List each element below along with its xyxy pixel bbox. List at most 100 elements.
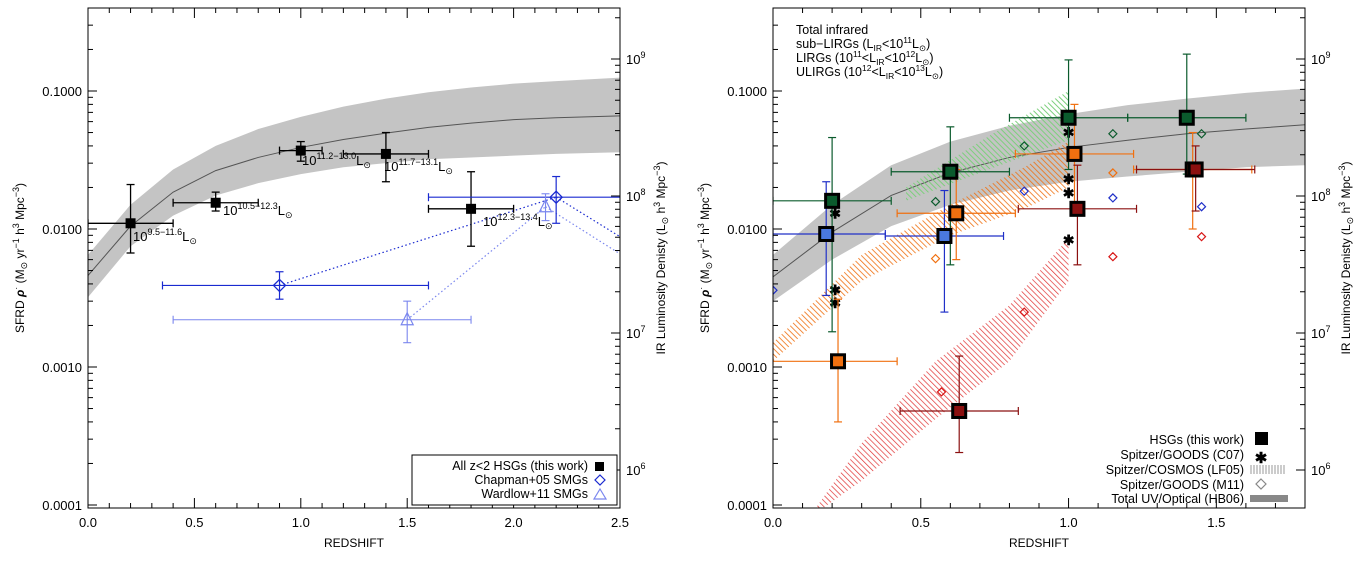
svg-text:IR Luminosity Denisty (L⊙ h3 M: IR Luminosity Denisty (L⊙ h3 Mpc−3)	[652, 162, 670, 355]
hsg-all-marker	[125, 218, 136, 229]
legend-chapman-marker	[594, 474, 606, 486]
left-legend: All z<2 HSGs (this work) Chapman+05 SMGs…	[411, 454, 618, 506]
left-uv-median	[88, 115, 620, 276]
right-panel: ✱✱✱✱✱✱✱ 0.1000 0.0100 0.0010 0.0001 109 108 10…	[696, 7, 1355, 550]
legend-ulirgs: ULIRGs (1012<LIR<1013L⊙)	[796, 63, 943, 81]
hsg-marker-fill	[1190, 164, 1201, 175]
wardlow-marker	[400, 311, 415, 326]
m11-marker	[1108, 128, 1118, 139]
left-y2tick-label: 108	[626, 187, 645, 204]
legend-c07-marker: ✱	[1255, 450, 1268, 467]
right-xtick-label: 0.5	[912, 515, 930, 530]
left-range-annotations: 109.5−11.6L⊙ 1010.5−12.3L⊙ 1011.2−13.0L⊙…	[133, 151, 553, 246]
hsg-marker-fill	[951, 208, 962, 219]
annotation-z02: 109.5−11.6L⊙	[133, 227, 197, 246]
left-xtick-label: 1.0	[292, 515, 310, 530]
m11-marker	[773, 285, 778, 296]
c07-marker: ✱	[1063, 171, 1075, 187]
right-uv-band	[773, 88, 1305, 302]
legend-all-hsgs: All z<2 HSGs (this work)	[452, 459, 588, 473]
legend-hb06-marker	[1250, 495, 1288, 502]
right-legend-top: Total infrared sub−LIRGs (LIR<1011L⊙) LI…	[796, 23, 943, 81]
svg-text:SFRD ρ· (M⊙ yr−1 h3 Mpc−3): SFRD ρ· (M⊙ yr−1 h3 Mpc−3)	[696, 183, 714, 333]
wardlow-connector	[545, 206, 620, 255]
lf05-region-ulirg	[815, 238, 1069, 508]
hsg-marker-fill	[1181, 112, 1192, 123]
right-y2-axis-label: IR Luminosity Denisty (L⊙ h3 Mpc−3)	[1337, 162, 1355, 355]
wardlow-connector	[406, 206, 546, 321]
left-xtick-label: 1.5	[398, 515, 416, 530]
chapman-marker	[272, 278, 287, 293]
svg-text:IR Luminosity Denisty (L⊙ h3 M: IR Luminosity Denisty (L⊙ h3 Mpc−3)	[1337, 162, 1355, 355]
right-ytick-label: 0.0100	[727, 222, 767, 237]
right-y2tick-label: 107	[1311, 324, 1330, 341]
left-ytick-label: 0.0001	[42, 498, 82, 513]
m11-marker	[930, 196, 941, 207]
m11-marker	[930, 253, 941, 264]
legend-hsg-marker	[1255, 432, 1268, 445]
legend-lirgs: LIRGs (1011<LIR<1012L⊙)	[796, 49, 934, 67]
right-ticks: 0.1000 0.0100 0.0010 0.0001 109 108 107 106 0.0 0…	[727, 8, 1330, 530]
chapman-connector	[555, 196, 620, 238]
m11-marker	[1019, 307, 1030, 317]
legend-m11-marker	[1255, 478, 1267, 490]
legend-lf05: Spitzer/COSMOS (LF05)	[1106, 463, 1244, 477]
hsg-all-marker	[295, 145, 306, 156]
legend-chapman: Chapman+05 SMGs	[474, 473, 588, 487]
c07-marker: ✱	[1063, 232, 1075, 248]
hsg-marker-fill	[1072, 203, 1083, 214]
left-xtick-label: 0.0	[79, 515, 97, 530]
wardlow-point-1	[541, 193, 550, 222]
lf05-region-lirg	[773, 141, 1069, 362]
wardlow-marker	[538, 198, 553, 213]
right-ytick-label: 0.0001	[727, 498, 767, 513]
left-legend-box	[411, 454, 618, 506]
legend-wardlow: Wardlow+11 SMGs	[481, 487, 588, 501]
left-ytick-label: 0.1000	[42, 84, 82, 99]
left-y2tick-label: 109	[626, 50, 645, 67]
left-axes-frame	[87, 7, 621, 509]
c07-marker: ✱	[829, 295, 841, 311]
left-y2-axis-label: IR Luminosity Denisty (L⊙ h3 Mpc−3)	[652, 162, 670, 355]
left-x-axis-label: REDSHIFT	[324, 536, 385, 550]
m11-marker	[936, 387, 947, 397]
chapman-point-1	[427, 175, 620, 224]
hsg-marker-fill	[833, 356, 844, 367]
hsg-all-marker	[466, 203, 477, 214]
left-y2tick-label: 106	[626, 461, 645, 478]
annotation-z10: 1011.2−13.0L⊙	[302, 151, 371, 170]
annotation-z18: 1012.3−13.4L⊙	[483, 212, 553, 231]
legend-wardlow-marker	[592, 487, 608, 500]
legend-hsg: HSGs (this work)	[1150, 433, 1244, 447]
right-ytick-label: 0.1000	[727, 84, 767, 99]
left-y-axis-label: SFRD ρ· (M⊙ yr−1 h3 Mpc−3)	[11, 183, 29, 333]
right-xtick-label: 1.5	[1207, 515, 1225, 530]
right-y2tick-label: 109	[1311, 50, 1330, 67]
legend-lf05-hatch	[1250, 465, 1285, 474]
right-y2tick-label: 108	[1311, 187, 1330, 204]
m11-marker	[1019, 141, 1030, 151]
m11-marker	[1108, 168, 1118, 178]
legend-all-hsgs-marker	[595, 462, 604, 471]
left-y2tick-label: 107	[626, 324, 645, 341]
right-legend-bottom: HSGs (this work) Spitzer/GOODS (C07) ✱ S…	[1106, 432, 1288, 506]
hsg-marker-fill	[821, 228, 832, 239]
chapman-marker	[549, 190, 564, 205]
wardlow-point-0	[172, 300, 472, 344]
right-y2tick-label: 106	[1311, 461, 1330, 478]
hsg-marker-fill	[827, 195, 838, 206]
left-plot-area	[88, 77, 620, 344]
m11-marker	[1196, 201, 1207, 212]
m11-marker	[1019, 186, 1030, 197]
hsg-marker-fill	[945, 166, 956, 177]
hsg-marker-fill	[939, 230, 950, 241]
left-ytick-label: 0.0010	[42, 360, 82, 375]
right-x-axis-label: REDSHIFT	[1009, 536, 1070, 550]
legend-c07: Spitzer/GOODS (C07)	[1120, 448, 1244, 462]
m11-marker	[1108, 251, 1118, 262]
svg-text:SFRD ρ· (M⊙ yr−1 h3 Mpc−3): SFRD ρ· (M⊙ yr−1 h3 Mpc−3)	[11, 183, 29, 333]
left-ytick-label: 0.0100	[42, 222, 82, 237]
legend-hb06: Total UV/Optical (HB06)	[1111, 492, 1244, 506]
m11-marker	[1196, 128, 1207, 139]
left-xtick-label: 2.0	[505, 515, 523, 530]
